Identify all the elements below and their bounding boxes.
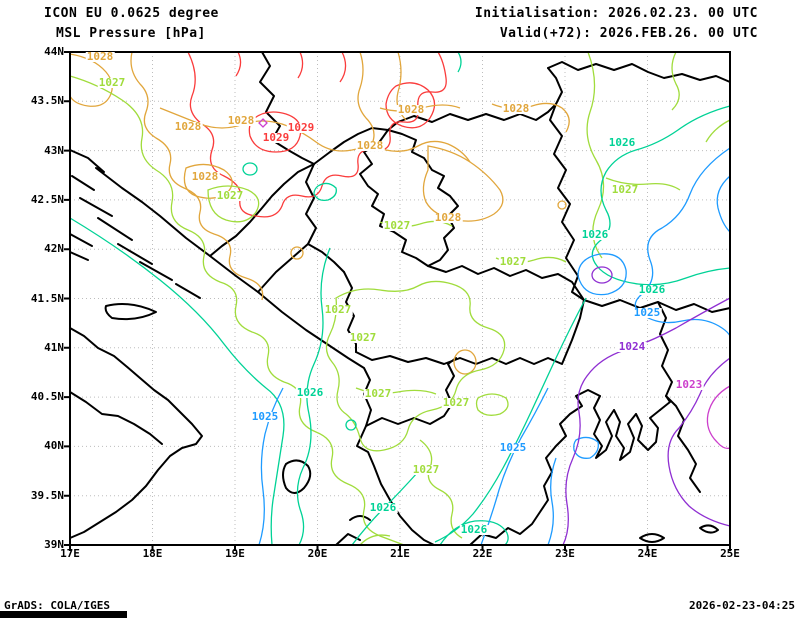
contour-label-1025: 1025 <box>498 441 528 454</box>
lat-tick-label: 41.5N <box>30 291 64 305</box>
contour-1028 <box>69 51 570 375</box>
lon-tick-label: 21E <box>390 547 410 560</box>
valid-time: Valid(+72): 2026.FEB.26. 00 UTC <box>499 26 758 41</box>
contour-label-1028: 1028 <box>355 139 385 152</box>
contour-1024 <box>562 266 731 546</box>
contour-1023 <box>258 118 731 450</box>
contour-label-1025: 1025 <box>632 306 662 319</box>
contour-label-1026: 1026 <box>607 136 637 149</box>
contour-label-1029: 1029 <box>286 121 316 134</box>
lat-tick-label: 41N <box>44 340 64 354</box>
lon-tick-label: 19E <box>225 547 245 560</box>
contour-label-1028: 1028 <box>433 211 463 224</box>
contour-label-1027: 1027 <box>610 183 640 196</box>
lon-tick-label: 18E <box>142 547 163 560</box>
contour-label-1028: 1028 <box>173 120 203 133</box>
lat-tick-label: 39N <box>44 538 64 551</box>
grads-credit: GrADS: COLA/IGES <box>4 599 110 612</box>
lat-tick-label: 40.5N <box>30 390 64 404</box>
contour-label-1029: 1029 <box>261 131 291 144</box>
contour-label-1028: 1028 <box>226 114 256 127</box>
lon-tick-label: 23E <box>555 547 575 560</box>
contour-label-1026: 1026 <box>368 501 398 514</box>
contour-label-1027: 1027 <box>363 387 393 400</box>
initialisation-time: Initialisation: 2026.02.23. 00 UTC <box>474 6 758 21</box>
contour-label-1027: 1027 <box>382 219 412 232</box>
contour-label-1026: 1026 <box>459 523 489 536</box>
lon-tick-label: 17E <box>60 547 80 560</box>
lon-tick-label: 25E <box>720 547 740 560</box>
contour-label-1026: 1026 <box>637 283 667 296</box>
contour-label-1027: 1027 <box>441 396 471 409</box>
field-title: MSL Pressure [hPa] <box>56 26 206 41</box>
map-frame <box>64 51 731 551</box>
lat-tick-label: 42N <box>44 242 64 256</box>
contour-label-1028: 1028 <box>501 102 531 115</box>
contour-label-1027: 1027 <box>411 463 441 476</box>
lat-tick-label: 43N <box>44 143 64 157</box>
contour-label-1027: 1027 <box>498 255 528 268</box>
contour-label-1026: 1026 <box>295 386 325 399</box>
contour-label-1028: 1028 <box>190 170 220 183</box>
creation-timestamp: 2026-02-23-04:25 <box>689 599 795 612</box>
lat-tick-label: 39.5N <box>30 488 64 502</box>
grid-lines <box>70 52 730 545</box>
contour-label-1024: 1024 <box>617 340 647 353</box>
contour-label-1025: 1025 <box>250 410 280 423</box>
lat-tick-label: 43.5N <box>30 94 64 108</box>
lat-tick-label: 44N <box>44 45 64 58</box>
lon-tick-label: 20E <box>307 547 328 560</box>
lat-tick-label: 40N <box>44 439 64 453</box>
contour-label-1028: 1028 <box>396 103 426 116</box>
coastlines-borders <box>69 51 731 546</box>
bottom-bar <box>0 611 127 618</box>
contour-label-1027: 1027 <box>215 189 245 202</box>
lon-tick-label: 22E <box>472 547 493 560</box>
contour-label-1027: 1027 <box>348 331 378 344</box>
contour-label-1026: 1026 <box>580 228 610 241</box>
lat-tick-label: 42.5N <box>30 192 64 206</box>
contour-label-1027: 1027 <box>323 303 353 316</box>
contour-1026 <box>69 51 731 546</box>
contour-label-1023: 1023 <box>674 378 704 391</box>
contour-label-1027: 1027 <box>97 76 127 89</box>
lon-tick-label: 24E <box>637 547 658 560</box>
model-title: ICON EU 0.0625 degree <box>44 6 219 21</box>
contour-label-1028: 1028 <box>85 50 115 63</box>
